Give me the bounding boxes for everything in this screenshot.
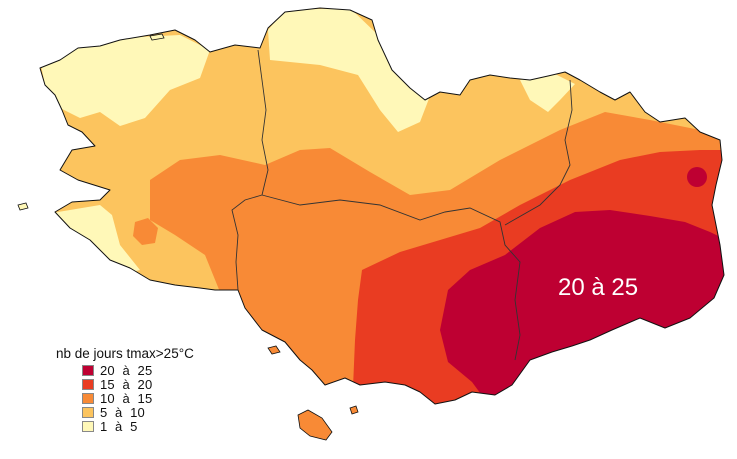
island-houat [349, 405, 359, 415]
legend-label: 5 à 10 [100, 404, 145, 420]
zone-annotation: 20 à 25 [558, 274, 639, 301]
islands [17, 33, 359, 441]
island-batz [149, 33, 165, 41]
legend-label: 15 à 20 [100, 376, 153, 392]
legend-swatch [82, 378, 94, 390]
island-groix [267, 345, 281, 355]
zone-1-5-northeast [520, 74, 575, 112]
zone-10-15-west-pocket [133, 218, 158, 245]
legend: nb de jours tmax>25°C 20 à 25 15 à 20 10… [56, 346, 194, 434]
legend-swatch [82, 364, 94, 376]
legend-label: 1 à 5 [100, 418, 138, 434]
legend-label: 20 à 25 [100, 362, 153, 378]
border-cotes-armor-ille-et-vilaine [504, 79, 573, 226]
legend-swatch [82, 406, 94, 418]
legend-title: nb de jours tmax>25°C [56, 346, 194, 361]
legend-item-20-25: 20 à 25 [56, 362, 194, 378]
border-finistere-morbihan [231, 194, 263, 291]
island-belle-ile [297, 409, 333, 441]
zone-1-5-west [40, 35, 210, 126]
zone-20-25-east-spot [687, 167, 707, 187]
legend-item-5-10: 5 à 10 [56, 404, 194, 420]
legend-item-15-20: 15 à 20 [56, 376, 194, 392]
border-finistere-cotes-armor [257, 49, 269, 196]
legend-item-10-15: 10 à 15 [56, 390, 194, 406]
legend-item-1-5: 1 à 5 [56, 418, 194, 434]
coastline [39, 7, 725, 405]
legend-label: 10 à 15 [100, 390, 153, 406]
zone-1-5-north [268, 8, 430, 132]
island-ouessant [17, 202, 29, 211]
border-morbihan-ille-et-vilaine [261, 194, 521, 361]
department-borders [231, 49, 573, 361]
legend-swatch [82, 420, 94, 432]
legend-swatch [82, 392, 94, 404]
